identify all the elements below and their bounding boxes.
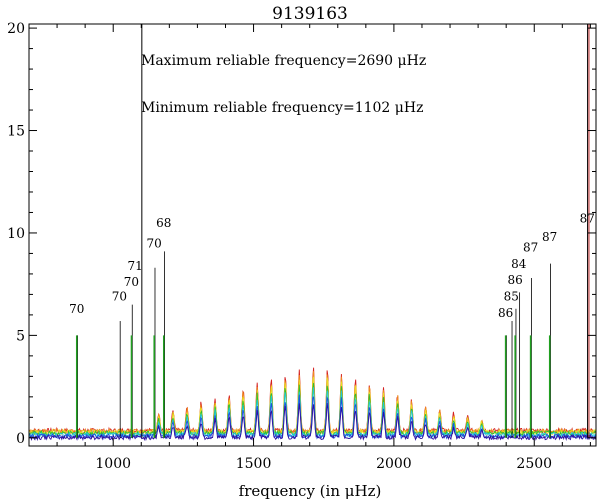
mode-label-11: 87 <box>542 230 557 244</box>
y-tick-label-1: 5 <box>16 328 25 344</box>
axis-ticks: 1000 1500 2000 2500 0 5 10 15 20 <box>7 21 596 472</box>
y-tick-label-2: 10 <box>7 226 25 242</box>
x-tick-label-1: 1500 <box>236 456 272 472</box>
annotations: Maximum reliable frequency=2690 μHz Minim… <box>141 53 426 116</box>
spectrum-curves <box>28 367 597 442</box>
mode-label-2: 70 <box>124 275 139 289</box>
x-tick-label-2: 2000 <box>376 456 412 472</box>
mode-label-0: 70 <box>69 302 84 316</box>
mode-label-1: 70 <box>112 290 127 304</box>
x-tick-label-3: 2500 <box>516 456 552 472</box>
chart-title: 9139163 <box>272 4 348 24</box>
mode-label-9: 84 <box>511 257 527 271</box>
y-tick-label-4: 20 <box>7 21 25 37</box>
mode-label-12: 87 <box>580 212 595 226</box>
mode-label-10: 87 <box>523 240 538 254</box>
x-axis-label: frequency (in μHz) <box>239 482 382 500</box>
plot-frame <box>28 23 597 447</box>
mode-label-8: 86 <box>508 273 523 287</box>
spectrum-series-indigo <box>28 402 597 442</box>
mode-label-6: 86 <box>498 306 513 320</box>
mode-label-7: 85 <box>504 290 519 304</box>
y-tick-label-3: 15 <box>7 124 25 140</box>
mode-label-5: 68 <box>156 216 171 230</box>
y-tick-label-0: 0 <box>16 431 25 447</box>
mode-marker-lines <box>75 251 551 438</box>
mode-label-3: 71 <box>127 259 142 273</box>
reliable-limit-lines <box>141 24 590 438</box>
annotation-1: Minimum reliable frequency=1102 μHz <box>141 100 423 116</box>
mode-label-4: 70 <box>147 236 162 250</box>
x-tick-label-0: 1000 <box>95 456 131 472</box>
annotation-0: Maximum reliable frequency=2690 μHz <box>141 53 426 69</box>
